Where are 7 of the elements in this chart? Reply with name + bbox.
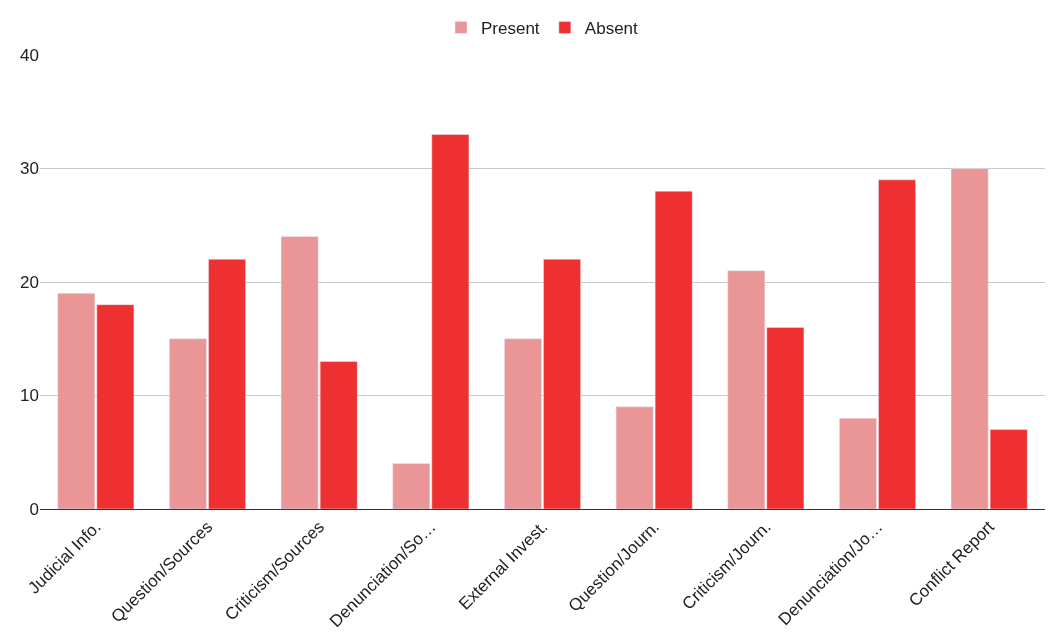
y-tick-label: 0 xyxy=(29,499,39,519)
legend-label: Present xyxy=(481,19,540,39)
legend-label: Absent xyxy=(584,19,639,39)
y-tick-label: 40 xyxy=(20,45,39,65)
y-tick-label: 30 xyxy=(20,159,39,179)
y-tick-label: 20 xyxy=(20,272,39,292)
y-tick-label: 10 xyxy=(20,386,39,406)
